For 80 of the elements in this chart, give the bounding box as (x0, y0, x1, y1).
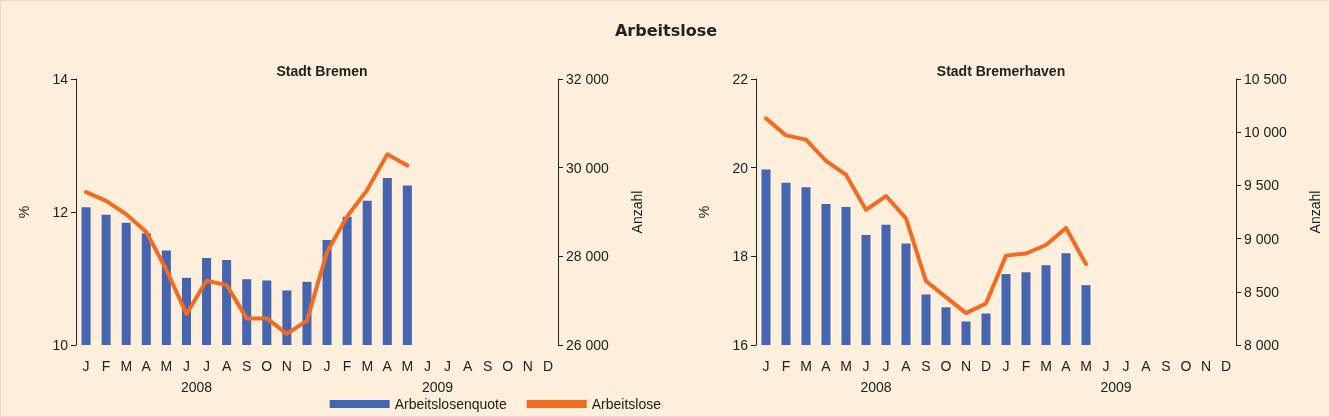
x-tick-label: M (1040, 358, 1052, 374)
x-tick-label: N (1200, 358, 1212, 374)
text: 2009 (421, 379, 454, 395)
x-tick-label: M (840, 358, 852, 374)
x-tick-label: A (382, 358, 393, 374)
x-tick-label: A (821, 358, 832, 374)
x-tick-label: M (120, 358, 133, 374)
text: Arbeitslose (613, 21, 719, 40)
x-tick-label: M (160, 358, 173, 374)
x-tick-label: M (1080, 358, 1092, 374)
y2-tick-label: 10 500 (1244, 71, 1288, 87)
x-tick-label: D (980, 358, 992, 374)
x-tick-label: N (281, 358, 292, 374)
x-tick-label: F (101, 358, 111, 374)
x-tick-label: M (361, 358, 374, 374)
x-tick-label: A (901, 358, 912, 374)
x-tick-label: D (1220, 358, 1232, 374)
x-tick-label: S (483, 358, 493, 374)
x-tick-label: F (342, 358, 352, 374)
x-tick-label: A (141, 358, 152, 374)
x-tick-label: A (462, 358, 473, 374)
x-tick-label: A (1141, 358, 1152, 374)
y2-tick-label: 10 000 (1244, 124, 1288, 141)
line-series (764, 116, 1088, 316)
chart-title: Stadt Bremerhaven (936, 63, 1066, 79)
y2-tick-label: 32 000 (566, 71, 610, 87)
x-tick-label: A (1061, 358, 1072, 374)
x-tick-label: S (242, 358, 252, 374)
x-tick-label: F (1021, 358, 1031, 374)
x-tick-label: J (1122, 358, 1130, 374)
text: 2008 (860, 379, 892, 395)
y2-axis-title: Anzahl (1307, 190, 1323, 234)
x-tick-label: J (323, 358, 331, 374)
x-tick-label: M (800, 358, 812, 374)
x-tick-label: J (882, 358, 890, 374)
x-tick-label: M (401, 358, 414, 374)
text: 2008 (180, 379, 213, 395)
legend-label: Arbeitslose (591, 396, 662, 412)
y2-tick-label: 26 000 (566, 337, 610, 353)
x-tick-label: J (1102, 358, 1110, 374)
x-tick-label: J (444, 358, 452, 374)
y2-tick-label: 9 000 (1244, 230, 1280, 247)
x-tick-label: D (301, 358, 313, 374)
x-tick-label: S (1161, 358, 1171, 374)
x-tick-label: O (261, 358, 273, 374)
text: 2009 (1100, 379, 1132, 395)
y-tick-label: 16 (732, 337, 749, 353)
x-tick-label: O (502, 358, 514, 374)
x-tick-label: J (1002, 358, 1010, 374)
x-tick-label: O (1180, 358, 1192, 374)
x-tick-label: J (82, 358, 90, 374)
y2-tick-label: 30 000 (566, 159, 610, 176)
y-tick-label: 12 (52, 204, 69, 220)
x-tick-label: J (762, 358, 770, 374)
x-tick-label: O (940, 358, 952, 374)
y-tick-label: 22 (732, 71, 749, 87)
x-tick-label: S (921, 358, 931, 374)
y2-axis-title: Anzahl (629, 190, 645, 234)
y-axis-title: % (696, 205, 712, 219)
chart-subtitle: Stadt Bremen (276, 63, 368, 79)
y2-tick-label: 8 000 (1244, 337, 1280, 353)
x-tick-label: J (182, 358, 190, 374)
y2-tick-label: 9 500 (1244, 177, 1280, 194)
y-tick-label: 18 (732, 248, 749, 265)
line-series (84, 152, 410, 336)
x-tick-label: N (522, 358, 533, 374)
y-tick-label: 10 (52, 337, 69, 353)
x-tick-label: J (862, 358, 870, 374)
x-tick-label: J (423, 358, 431, 374)
y2-tick-label: 28 000 (566, 248, 610, 265)
x-tick-label: J (203, 358, 211, 374)
y-axis-title: % (16, 205, 32, 219)
x-tick-label: F (781, 358, 791, 374)
y-tick-label: 14 (52, 71, 69, 87)
x-tick-label: N (960, 358, 972, 374)
legend-label: Arbeitslosenquote (394, 396, 507, 412)
y2-tick-label: 8 500 (1244, 283, 1280, 300)
y-tick-label: 20 (732, 159, 749, 176)
x-tick-label: A (221, 358, 232, 374)
x-tick-label: D (542, 358, 554, 374)
